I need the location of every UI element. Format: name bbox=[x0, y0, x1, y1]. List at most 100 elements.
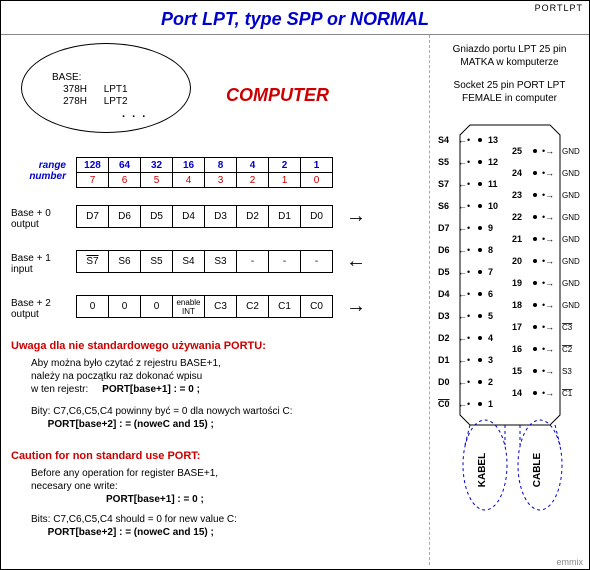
svg-text:•→: •→ bbox=[542, 388, 554, 398]
svg-text:•→: •→ bbox=[542, 278, 554, 288]
svg-text:D3: D3 bbox=[438, 311, 450, 321]
svg-text:GND: GND bbox=[562, 213, 580, 222]
svg-text:←•: ←• bbox=[458, 179, 470, 189]
svg-text:12: 12 bbox=[488, 157, 498, 167]
warning-pl: Uwaga dla nie standardowego używania POR… bbox=[11, 340, 266, 352]
svg-text:C0: C0 bbox=[438, 399, 450, 409]
reg-cell: C1 bbox=[269, 296, 301, 318]
svg-text:8: 8 bbox=[488, 245, 493, 255]
range-bot-cell: 5 bbox=[141, 173, 173, 188]
reg2-label: Base + 2 output bbox=[11, 298, 71, 320]
svg-text:3: 3 bbox=[488, 355, 493, 365]
lpt-2: LPT2 bbox=[104, 96, 128, 107]
cable-label: CABLE bbox=[532, 452, 543, 487]
reg-cell: S7 bbox=[77, 251, 109, 273]
svg-text:19: 19 bbox=[512, 278, 522, 288]
arrow-right-2: → bbox=[346, 295, 366, 318]
svg-text:←•: ←• bbox=[458, 135, 470, 145]
range-label: range number bbox=[11, 160, 66, 182]
range-top-cell: 4 bbox=[237, 158, 269, 173]
diagram-frame: PORTLPT Port LPT, type SPP or NORMAL BAS… bbox=[0, 0, 590, 570]
svg-text:•→: •→ bbox=[542, 300, 554, 310]
kabel-label: KABEL bbox=[477, 453, 488, 487]
reg-cell: S4 bbox=[173, 251, 205, 273]
header-code: PORTLPT bbox=[535, 3, 583, 13]
svg-text:21: 21 bbox=[512, 234, 522, 244]
note-en-1-text: Before any operation for register BASE+1… bbox=[31, 468, 218, 492]
reg-cell: C0 bbox=[301, 296, 333, 318]
svg-text:GND: GND bbox=[562, 191, 580, 200]
svg-text:9: 9 bbox=[488, 223, 493, 233]
svg-text:←•: ←• bbox=[458, 157, 470, 167]
code-pl-1: PORT[base+1] : = 0 ; bbox=[102, 384, 200, 395]
svg-text:24: 24 bbox=[512, 168, 522, 178]
range-bot-cell: 7 bbox=[77, 173, 109, 188]
svg-text:S5: S5 bbox=[438, 157, 449, 167]
svg-text:•→: •→ bbox=[542, 234, 554, 244]
svg-text:18: 18 bbox=[512, 300, 522, 310]
svg-text:6: 6 bbox=[488, 289, 493, 299]
svg-text:•→: •→ bbox=[542, 212, 554, 222]
svg-text:D2: D2 bbox=[438, 333, 450, 343]
svg-text:←•: ←• bbox=[458, 201, 470, 211]
svg-text:D4: D4 bbox=[438, 289, 450, 299]
note-en-1: Before any operation for register BASE+1… bbox=[31, 467, 218, 506]
svg-text:C1: C1 bbox=[562, 389, 573, 398]
svg-text:•→: •→ bbox=[542, 366, 554, 376]
svg-text:•→: •→ bbox=[542, 344, 554, 354]
svg-text:S3: S3 bbox=[562, 367, 572, 376]
range-bot-cell: 4 bbox=[173, 173, 205, 188]
svg-text:D6: D6 bbox=[438, 245, 450, 255]
range-top-cell: 16 bbox=[173, 158, 205, 173]
reg-cell: D6 bbox=[109, 206, 141, 228]
svg-text:←•: ←• bbox=[458, 311, 470, 321]
svg-text:←•: ←• bbox=[458, 245, 470, 255]
body: BASE: 378H LPT1 278H LPT2 . . . COMPUTER… bbox=[1, 35, 589, 565]
svg-text:←•: ←• bbox=[458, 289, 470, 299]
svg-text:•→: •→ bbox=[542, 322, 554, 332]
computer-label: COMPUTER bbox=[226, 85, 329, 106]
svg-text:GND: GND bbox=[562, 301, 580, 310]
svg-text:GND: GND bbox=[562, 257, 580, 266]
warning-en: Caution for non standard use PORT: bbox=[11, 450, 200, 462]
svg-text:GND: GND bbox=[562, 235, 580, 244]
range-top-cell: 2 bbox=[269, 158, 301, 173]
note-pl-1: Aby można było czytać z rejestru BASE+1,… bbox=[31, 357, 221, 396]
range-bot-cell: 3 bbox=[205, 173, 237, 188]
arrow-right-0: → bbox=[346, 205, 366, 228]
svg-text:20: 20 bbox=[512, 256, 522, 266]
right-title-en: Socket 25 pin PORT LPTFEMALE in computer bbox=[430, 79, 589, 105]
reg1-label: Base + 1 input bbox=[11, 253, 71, 275]
reg-cell: C2 bbox=[237, 296, 269, 318]
svg-text:13: 13 bbox=[488, 135, 498, 145]
reg-cell: D1 bbox=[269, 206, 301, 228]
svg-text:•→: •→ bbox=[542, 256, 554, 266]
svg-text:D0: D0 bbox=[438, 377, 450, 387]
svg-text:7: 7 bbox=[488, 267, 493, 277]
svg-text:S4: S4 bbox=[438, 135, 449, 145]
reg2-table: 000enable INTC3C2C1C0 bbox=[76, 295, 333, 318]
svg-text:2: 2 bbox=[488, 377, 493, 387]
svg-text:D7: D7 bbox=[438, 223, 450, 233]
svg-text:GND: GND bbox=[562, 147, 580, 156]
title: Port LPT, type SPP or NORMAL bbox=[1, 1, 589, 35]
svg-text:10: 10 bbox=[488, 201, 498, 211]
reg-cell: - bbox=[237, 251, 269, 273]
right-title-pl: Gniazdo portu LPT 25 pinMATKA w komputer… bbox=[430, 43, 589, 69]
svg-text:D5: D5 bbox=[438, 267, 450, 277]
reg-cell: D0 bbox=[301, 206, 333, 228]
svg-text:S6: S6 bbox=[438, 201, 449, 211]
svg-text:GND: GND bbox=[562, 279, 580, 288]
code-en-2: PORT[base+2] : = (noweC and 15) ; bbox=[48, 527, 214, 538]
reg-cell: 0 bbox=[141, 296, 173, 318]
svg-text:←•: ←• bbox=[458, 333, 470, 343]
reg-cell: D3 bbox=[205, 206, 237, 228]
svg-text:23: 23 bbox=[512, 190, 522, 200]
ellipse-text: BASE: 378H LPT1 278H LPT2 bbox=[52, 72, 128, 108]
footer: emmix bbox=[557, 557, 584, 567]
svg-text:5: 5 bbox=[488, 311, 493, 321]
note-en-2-text: Bits: C7,C6,C5,C4 should = 0 for new val… bbox=[31, 514, 237, 525]
range-top-cell: 32 bbox=[141, 158, 173, 173]
right-panel: Gniazdo portu LPT 25 pinMATKA w komputer… bbox=[429, 35, 589, 565]
note-pl-2-text: Bity: C7,C6,C5,C4 powinny być = 0 dla no… bbox=[31, 406, 293, 417]
